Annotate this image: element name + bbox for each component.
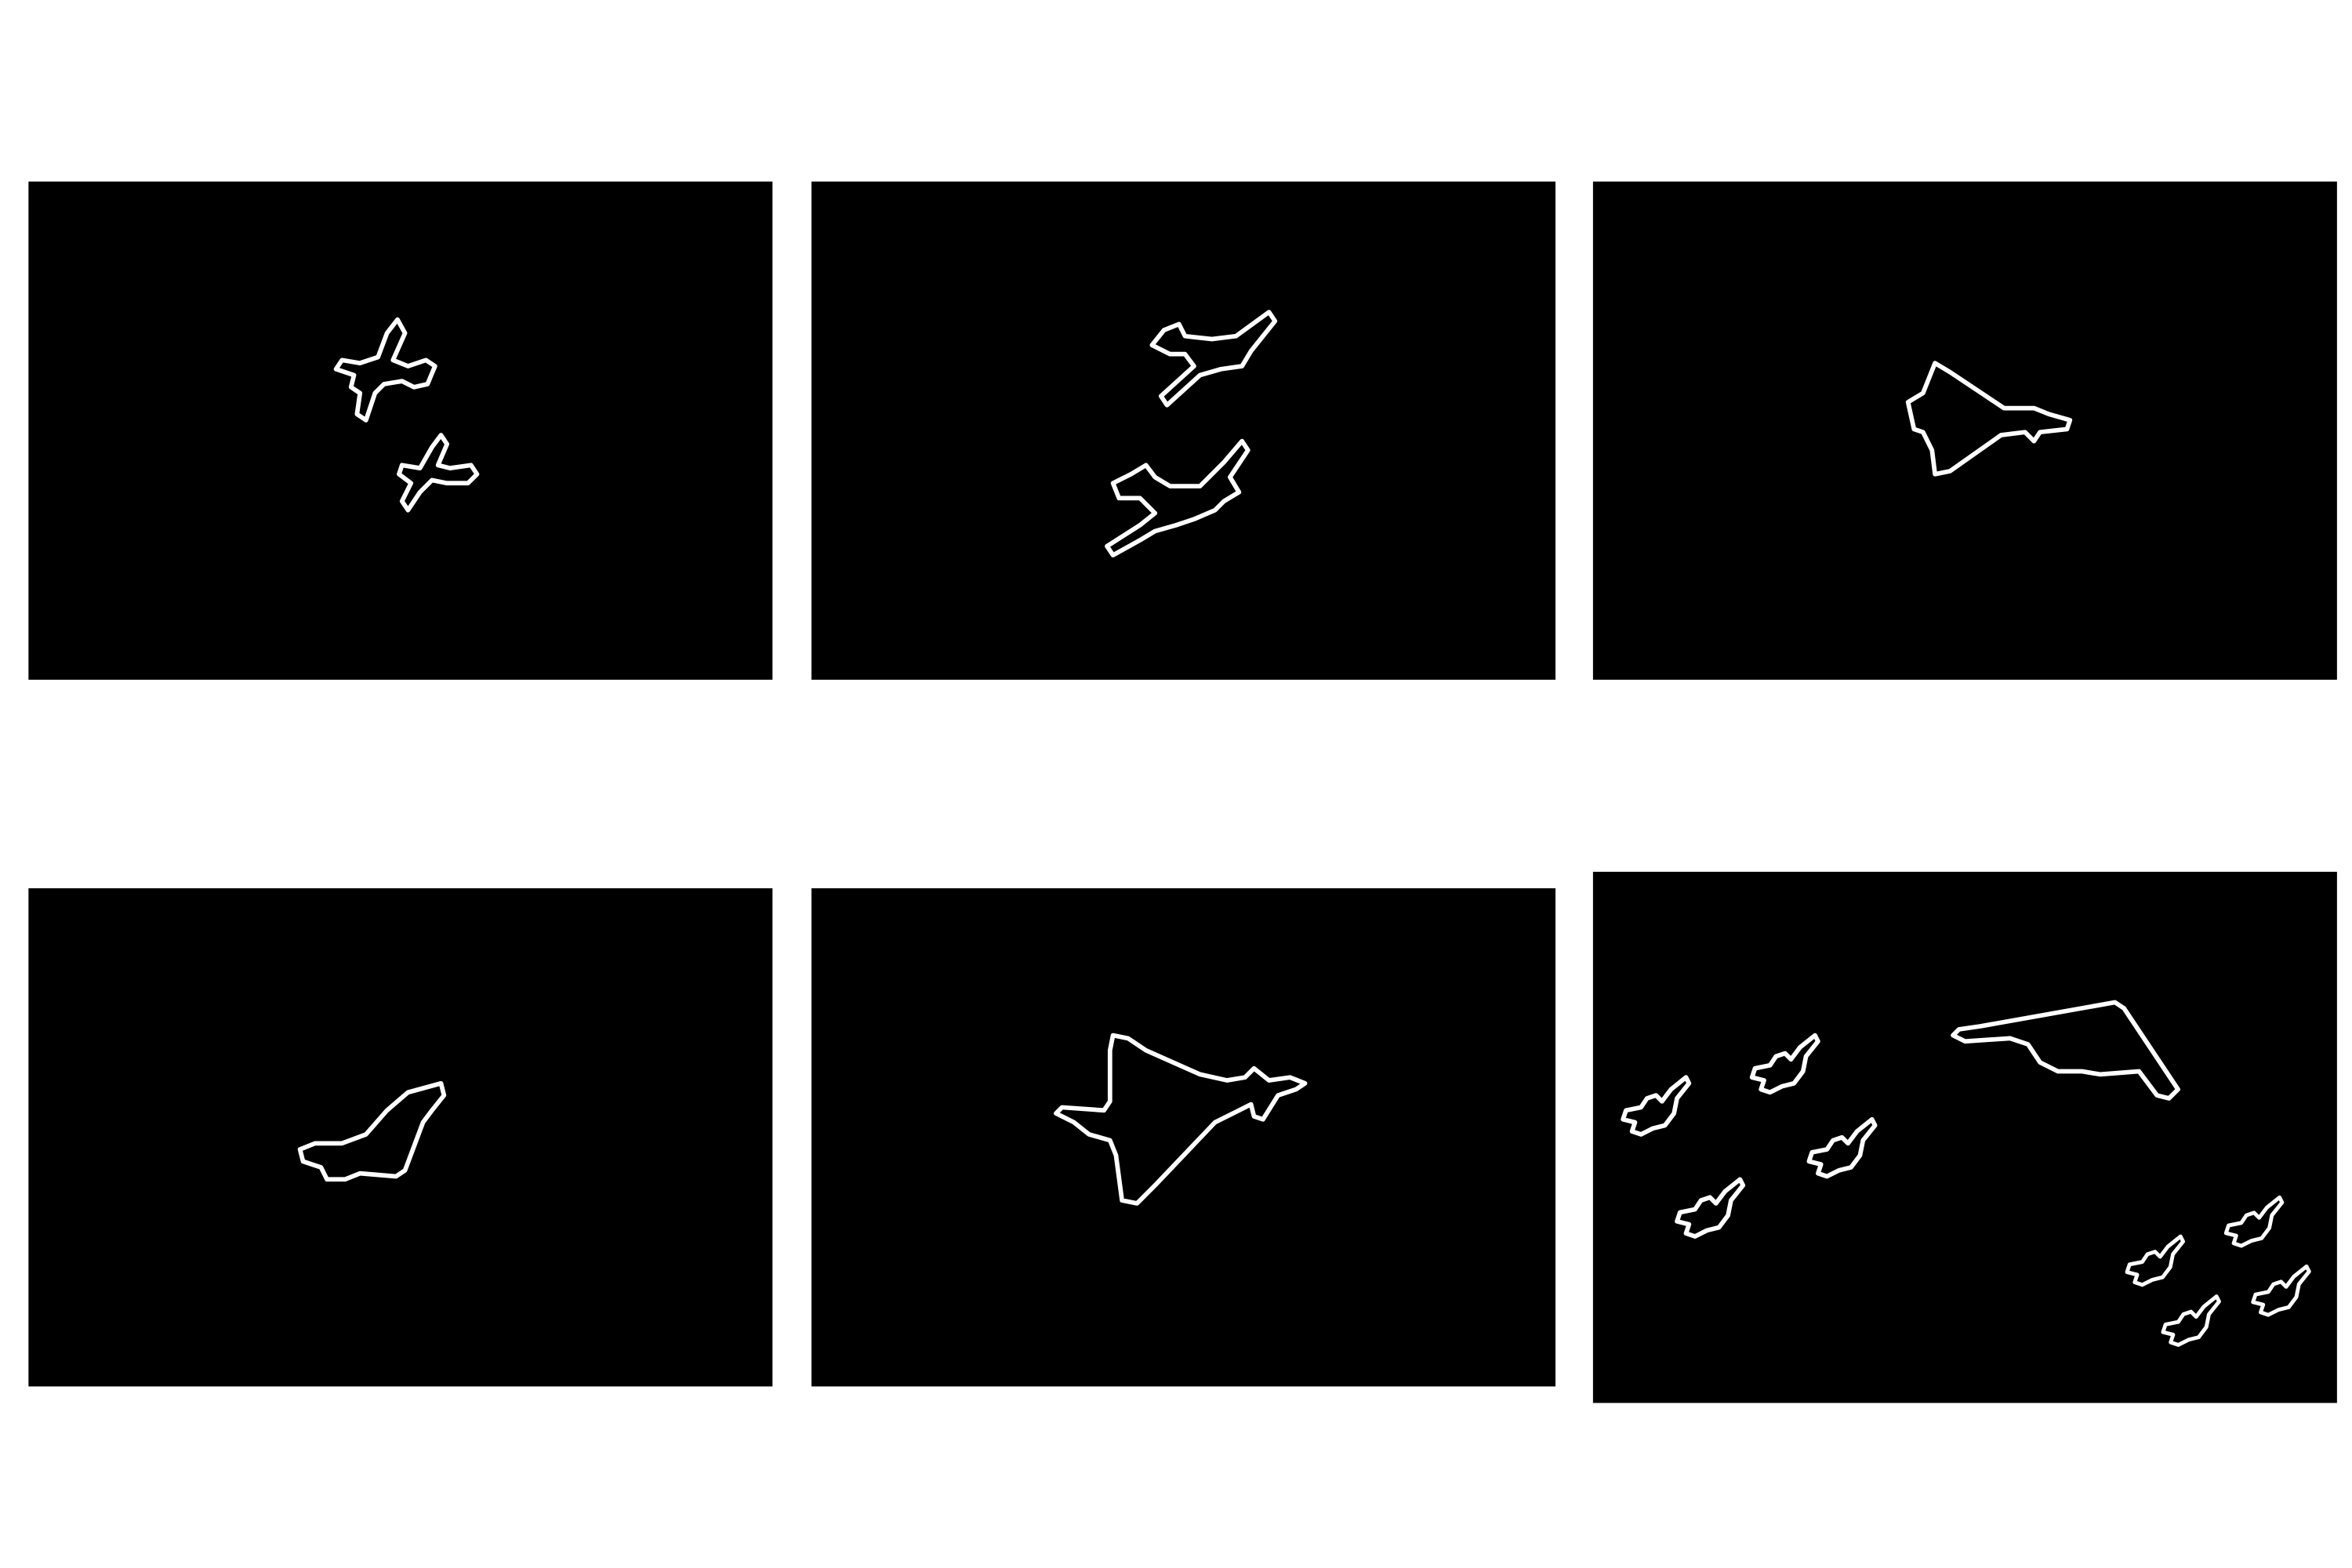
panel (1592, 871, 2337, 1403)
aircraft-outline (397, 433, 480, 513)
panel (1592, 181, 2337, 680)
panel (28, 181, 773, 680)
aircraft-outline (1105, 438, 1250, 558)
aircraft-outline (333, 317, 437, 423)
aircraft-outline (1951, 1000, 2180, 1101)
panel (28, 888, 773, 1387)
aircraft-outline (1905, 361, 2073, 477)
aircraft-outline (297, 1080, 447, 1182)
aircraft-outline (1054, 1033, 1308, 1206)
panel (811, 181, 1556, 680)
panel (811, 888, 1556, 1387)
aircraft-outline (1149, 310, 1278, 408)
